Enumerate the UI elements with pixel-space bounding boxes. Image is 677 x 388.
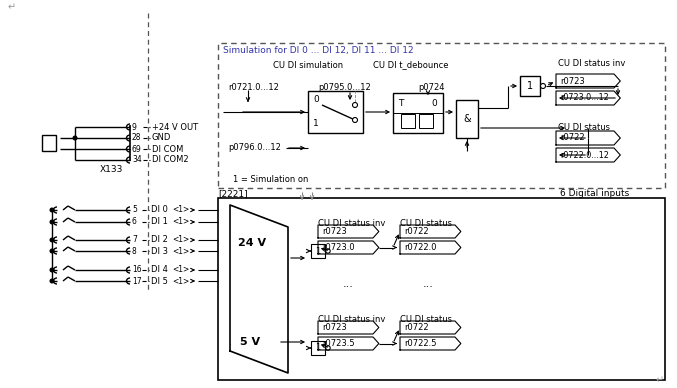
Circle shape (73, 136, 77, 140)
Text: r0722.5: r0722.5 (404, 339, 437, 348)
Bar (311, 244, 325, 258)
Text: <1>: <1> (172, 206, 190, 215)
Text: CU DI status: CU DI status (558, 123, 610, 132)
Text: [2221]: [2221] (218, 189, 248, 199)
Text: ↵: ↵ (8, 2, 16, 12)
Circle shape (50, 238, 53, 242)
Bar (419, 114, 433, 128)
Text: r0723.0...12: r0723.0...12 (560, 94, 609, 102)
Text: DI COM2: DI COM2 (152, 156, 189, 165)
Bar (218, 43, 665, 188)
Text: 16: 16 (132, 265, 141, 274)
Text: GND: GND (152, 133, 171, 142)
Text: r0723.5: r0723.5 (322, 339, 355, 348)
Circle shape (353, 102, 357, 107)
Circle shape (50, 279, 53, 283)
Text: <1>: <1> (172, 265, 190, 274)
Text: r0722: r0722 (560, 133, 585, 142)
Text: 24 V: 24 V (238, 238, 266, 248)
Circle shape (50, 249, 53, 253)
Text: ...: ... (422, 279, 433, 289)
Text: 6 Digital inputs: 6 Digital inputs (560, 189, 629, 199)
Text: 69: 69 (132, 144, 141, 154)
Text: +24 V OUT: +24 V OUT (152, 123, 198, 132)
Text: r0722.0: r0722.0 (404, 243, 437, 252)
Circle shape (50, 268, 53, 272)
Text: DI 5: DI 5 (151, 277, 168, 286)
Text: CU DI status inv: CU DI status inv (318, 218, 385, 227)
Bar (308, 91, 363, 133)
Text: r0723.0: r0723.0 (322, 243, 355, 252)
Text: 7: 7 (132, 236, 137, 244)
Text: <1>: <1> (172, 236, 190, 244)
Text: X133: X133 (100, 166, 123, 175)
Bar (311, 341, 325, 355)
Text: 1: 1 (313, 118, 319, 128)
Text: <1>: <1> (172, 246, 190, 256)
Circle shape (326, 346, 330, 350)
Text: 1: 1 (315, 246, 321, 256)
Text: <1>: <1> (172, 277, 190, 286)
Text: r0721.0...12: r0721.0...12 (228, 83, 279, 92)
Text: T: T (398, 99, 403, 107)
Text: r0723: r0723 (322, 323, 347, 332)
Text: <1>: <1> (172, 218, 190, 227)
Text: 34: 34 (132, 156, 141, 165)
Text: CU DI status: CU DI status (400, 218, 452, 227)
Text: &: & (463, 114, 471, 124)
Text: CU DI status inv: CU DI status inv (558, 59, 626, 68)
Text: 5: 5 (132, 206, 137, 215)
Text: 0: 0 (431, 99, 437, 107)
Text: DI 4: DI 4 (151, 265, 168, 274)
Circle shape (326, 249, 330, 253)
Circle shape (540, 83, 546, 88)
Text: p0796.0...12: p0796.0...12 (228, 144, 281, 152)
Text: CU DI status: CU DI status (400, 315, 452, 324)
Text: DI 2: DI 2 (151, 236, 168, 244)
Bar (393, 93, 443, 133)
Text: DI COM: DI COM (152, 144, 183, 154)
Text: r0723: r0723 (560, 76, 585, 85)
Text: 6: 6 (132, 218, 137, 227)
Text: 1: 1 (315, 343, 321, 353)
Text: CU DI simulation: CU DI simulation (273, 61, 343, 69)
Text: r0723: r0723 (322, 227, 347, 236)
Text: 17: 17 (132, 277, 141, 286)
Bar (520, 76, 540, 96)
Text: ↵: ↵ (656, 375, 664, 385)
Text: 8: 8 (132, 246, 137, 256)
Text: 0: 0 (313, 95, 319, 104)
Bar (218, 198, 665, 380)
Text: 1 = Simulation on: 1 = Simulation on (233, 175, 309, 185)
Text: r0722.0...12: r0722.0...12 (560, 151, 609, 159)
Text: 1: 1 (527, 81, 533, 91)
Circle shape (50, 220, 53, 224)
Text: CU DI status inv: CU DI status inv (318, 315, 385, 324)
Text: 28: 28 (132, 133, 141, 142)
Text: ...: ... (343, 279, 353, 289)
Text: p0724: p0724 (418, 83, 445, 92)
Text: 9: 9 (132, 123, 137, 132)
Text: 5 V: 5 V (240, 337, 260, 347)
Bar (42, 135, 56, 151)
Bar (401, 114, 415, 128)
Text: r0722: r0722 (404, 323, 429, 332)
Text: r0722: r0722 (404, 227, 429, 236)
Text: CU DI t_debounce: CU DI t_debounce (373, 61, 448, 69)
Text: DI 3: DI 3 (151, 246, 168, 256)
Text: DI 0: DI 0 (151, 206, 168, 215)
Circle shape (353, 118, 357, 123)
Text: Simulation for DI 0 ... DI 12, DI 11 ... DI 12: Simulation for DI 0 ... DI 12, DI 11 ...… (223, 47, 414, 55)
Text: DI 1: DI 1 (151, 218, 168, 227)
Bar (456, 100, 478, 138)
Text: p0795.0...12: p0795.0...12 (318, 83, 371, 92)
Circle shape (50, 208, 53, 212)
